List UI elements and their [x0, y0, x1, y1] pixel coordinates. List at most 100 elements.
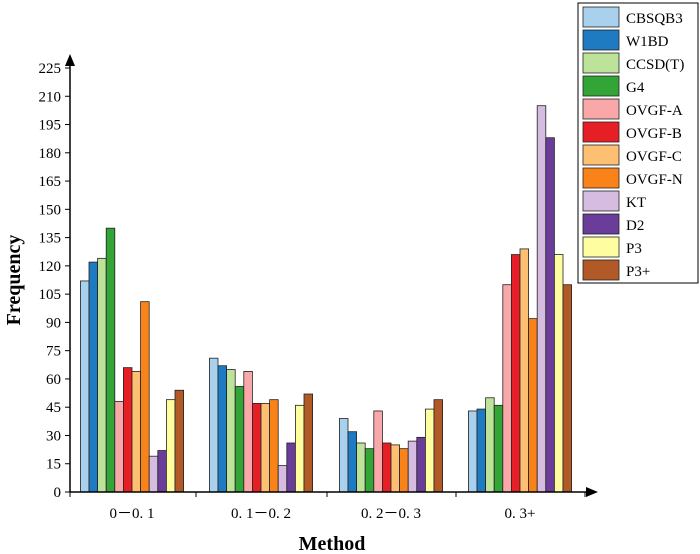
legend-label: KT	[626, 195, 646, 211]
bar-ovgf-c-0-3-	[519, 248, 530, 493]
x-tick-label: 0. 1－0. 2	[231, 506, 291, 522]
legend-label: CBSQB3	[626, 11, 683, 27]
bar-p3--0-0-1	[174, 389, 185, 493]
y-tick-label: 195	[39, 118, 62, 134]
legend-swatch	[582, 259, 620, 281]
x-axis-title: Method	[299, 533, 366, 554]
bar-ovgf-a-0-1-0-2	[243, 370, 253, 493]
legend-swatch	[582, 121, 620, 143]
bar-ccsd-t--0-3-	[485, 397, 495, 493]
legend-swatch	[582, 236, 620, 258]
y-tick-label: 75	[46, 344, 61, 360]
y-tick-label: 0	[54, 485, 62, 501]
legend-swatch	[582, 144, 620, 166]
y-tick-label: 135	[39, 231, 62, 247]
bar-ovgf-n-0-0-1	[140, 301, 150, 493]
bar-ovgf-c-0-1-0-2	[260, 403, 271, 493]
y-tick-label: 165	[39, 174, 62, 190]
y-tick-label: 180	[39, 146, 62, 162]
legend-label: P3+	[626, 264, 650, 280]
bar-ovgf-n-0-1-0-2	[269, 399, 279, 493]
x-ticks: 0－0. 1 0. 1－0. 2 0. 2－0. 3 0. 3+	[69, 492, 586, 522]
bar-p3--0-3-	[562, 284, 573, 493]
bar-ovgf-a-0-0-1	[114, 401, 124, 493]
bar-g4-0-3-	[493, 404, 504, 493]
bar-kt-0-3-	[536, 105, 547, 493]
y-tick-label: 105	[39, 287, 62, 303]
y-axis-arrow	[65, 54, 75, 66]
bar-ccsd-t--0-1-0-2	[226, 369, 236, 493]
legend-swatch	[582, 6, 620, 28]
bar-ovgf-n-0-2-0-3	[399, 448, 409, 493]
bar-p3-0-2-0-3	[424, 408, 435, 493]
legend-label: OVGF-A	[626, 103, 683, 119]
x-tick-label: 0－0. 1	[109, 506, 154, 522]
legend-label: G4	[626, 80, 645, 96]
bar-p3-0-0-1	[165, 399, 176, 493]
bar-kt-0-1-0-2	[277, 465, 288, 493]
bar-ovgf-a-0-2-0-3	[373, 410, 383, 493]
bar-ovgf-b-0-3-	[510, 254, 521, 493]
y-tick-label: 150	[39, 202, 62, 218]
bar-ccsd-t--0-0-1	[97, 257, 107, 493]
y-ticks: 0 15 30 45 60 75 90 105 120 135 150 165 180 195 210 225	[39, 61, 70, 501]
legend: CBSQB3 W1BD CCSD(T) G4 OVGF-A OVGF-B OVGF-C OVG…	[577, 2, 699, 284]
bar-kt-0-0-1	[148, 455, 159, 493]
bar-w1bd-0-3-	[476, 408, 487, 493]
y-tick-label: 120	[39, 259, 62, 275]
y-tick-label: 30	[46, 428, 61, 444]
legend-label: CCSD(T)	[626, 57, 684, 73]
bar-kt-0-2-0-3	[407, 440, 418, 493]
bar-p3--0-2-0-3	[433, 399, 444, 493]
bar-w1bd-0-2-0-3	[347, 431, 358, 493]
axes-layer	[65, 54, 598, 497]
y-tick-label: 60	[46, 372, 61, 388]
bar-cbsqb3-0-3-	[467, 410, 478, 493]
y-axis-title: Frequency	[3, 235, 25, 326]
bar-ovgf-b-0-1-0-2	[251, 403, 262, 493]
bar-d2-0-0-1	[157, 450, 167, 493]
legend-swatch	[582, 98, 620, 120]
legend-label: W1BD	[626, 34, 669, 50]
bar-ovgf-b-0-0-1	[123, 367, 133, 493]
y-tick-label: 90	[46, 315, 61, 331]
bar-ovgf-c-0-2-0-3	[390, 444, 401, 493]
legend-label: OVGF-N	[626, 172, 683, 188]
y-tick-label: 15	[46, 457, 61, 473]
bar-ovgf-a-0-3-	[502, 284, 512, 493]
x-axis-arrow	[586, 487, 598, 497]
legend-swatch	[582, 52, 620, 74]
x-tick-label: 0. 2－0. 3	[361, 506, 421, 522]
bar-p3--0-1-0-2	[303, 393, 314, 493]
bar-w1bd-0-1-0-2	[217, 365, 228, 493]
legend-swatch	[582, 75, 620, 97]
legend-swatch	[582, 29, 620, 51]
legend-label: P3	[626, 241, 642, 257]
bar-p3-0-1-0-2	[294, 404, 305, 493]
bar-d2-0-1-0-2	[286, 442, 296, 493]
bar-ovgf-b-0-2-0-3	[381, 442, 392, 493]
legend-label: D2	[626, 218, 644, 234]
bar-g4-0-0-1	[105, 227, 116, 493]
bar-cbsqb3-0-0-1	[80, 280, 90, 493]
bar-g4-0-2-0-3	[364, 448, 375, 493]
legend-swatch	[582, 190, 620, 212]
legend-label: OVGF-C	[626, 149, 682, 165]
bar-g4-0-1-0-2	[234, 386, 245, 493]
x-tick-label: 0. 3+	[505, 506, 536, 522]
bar-ovgf-c-0-0-1	[131, 370, 142, 493]
bar-p3-0-3-	[554, 254, 564, 493]
bar-w1bd-0-0-1	[88, 261, 99, 493]
legend-swatch	[582, 213, 620, 235]
y-tick-label: 45	[46, 400, 61, 416]
bars-layer	[80, 105, 573, 493]
legend-label: OVGF-B	[626, 126, 682, 142]
bar-cbsqb3-0-1-0-2	[208, 357, 219, 493]
y-tick-label: 210	[39, 89, 62, 105]
y-tick-label: 225	[39, 61, 62, 77]
bar-ccsd-t--0-2-0-3	[356, 442, 366, 493]
bar-cbsqb3-0-2-0-3	[338, 418, 349, 493]
bar-ovgf-n-0-3-	[528, 318, 538, 493]
legend-swatch	[582, 167, 620, 189]
